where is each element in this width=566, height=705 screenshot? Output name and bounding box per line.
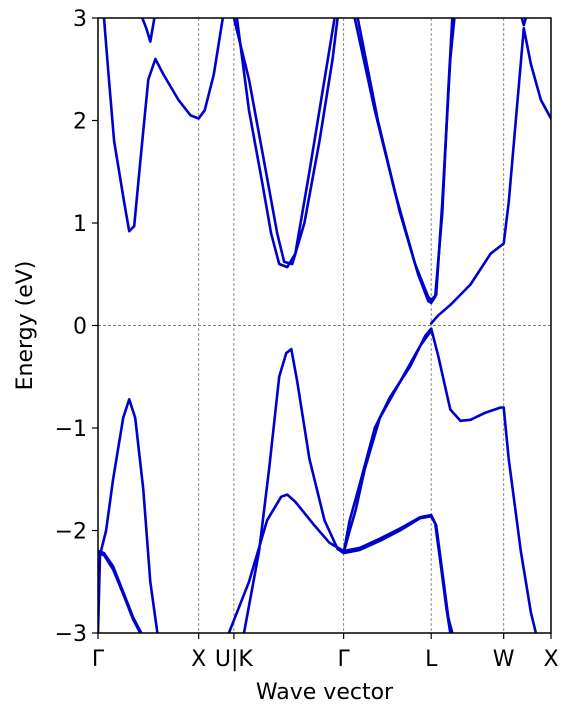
y-tick-label: 1 — [73, 212, 87, 237]
x-tick-label: U|K — [215, 647, 254, 672]
band-3 — [98, 551, 142, 633]
band-5 — [141, 18, 156, 43]
x-tick-label: Γ — [92, 647, 105, 672]
x-tick-label: X — [191, 647, 206, 672]
band-4 — [102, 18, 225, 233]
y-tick-label: 3 — [73, 7, 87, 32]
band-lines — [98, 18, 551, 633]
x-tick-label: L — [425, 647, 438, 672]
band-1 — [98, 398, 159, 633]
x-tick-label: W — [493, 647, 515, 672]
band-17 — [520, 18, 528, 27]
x-axis: Γ X U|K Γ L W X — [92, 633, 559, 672]
y-axis-title: Energy (eV) — [13, 261, 38, 391]
y-tick-label: −1 — [55, 417, 87, 442]
band-16 — [429, 27, 551, 325]
band-6 — [227, 493, 345, 633]
band-9 — [235, 18, 336, 269]
x-tick-label: Γ — [337, 647, 350, 672]
band-7 — [242, 347, 345, 633]
band-12 — [342, 327, 538, 633]
y-tick-label: −2 — [55, 520, 87, 545]
band-11 — [342, 513, 452, 633]
band-8 — [232, 18, 339, 266]
y-tick-label: −3 — [55, 622, 87, 647]
x-axis-title: Wave vector — [256, 680, 394, 705]
band-15 — [356, 18, 454, 305]
guide-lines — [98, 18, 551, 633]
y-tick-label: 2 — [73, 110, 87, 135]
y-axis: −3 −2 −1 0 1 2 3 — [55, 7, 98, 647]
x-tick-label: X — [543, 647, 558, 672]
y-tick-label: 0 — [73, 315, 87, 340]
band-13 — [342, 329, 433, 555]
